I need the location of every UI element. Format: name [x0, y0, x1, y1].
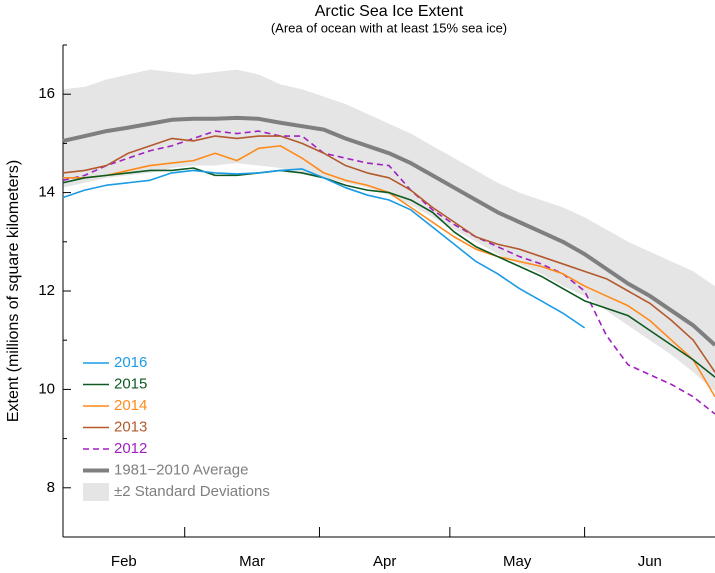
legend-label: ±2 Standard Deviations	[114, 483, 270, 500]
series-line	[62, 115, 715, 347]
legend-label: 2015	[114, 375, 147, 392]
y-tick-label: 10	[38, 380, 55, 397]
series-line	[62, 135, 715, 373]
legend-label: 1981−2010 Average	[114, 461, 248, 478]
chart-subtitle: (Area of ocean with at least 15% sea ice…	[271, 20, 507, 35]
legend-label: 2013	[114, 418, 147, 435]
legend-label: 2012	[114, 440, 147, 457]
std-band	[63, 69, 715, 392]
y-tick-label: 14	[38, 184, 55, 201]
y-axis-label: Extent (millions of square kilometers)	[5, 160, 22, 422]
series-line	[62, 130, 715, 415]
y-tick-label: 16	[38, 85, 55, 102]
x-tick-label: Jun	[638, 553, 662, 570]
legend-swatch	[83, 483, 109, 501]
series-line	[62, 167, 715, 378]
y-tick-label: 8	[47, 479, 55, 496]
x-tick-label: Mar	[239, 553, 265, 570]
legend-label: 2016	[114, 354, 147, 371]
y-tick-label: 12	[38, 282, 55, 299]
chart-title: Arctic Sea Ice Extent	[315, 3, 464, 20]
legend-label: 2014	[114, 397, 147, 414]
x-tick-label: May	[503, 553, 532, 570]
x-tick-label: Apr	[373, 553, 396, 570]
series-line	[62, 168, 586, 329]
x-tick-label: Feb	[111, 553, 137, 570]
